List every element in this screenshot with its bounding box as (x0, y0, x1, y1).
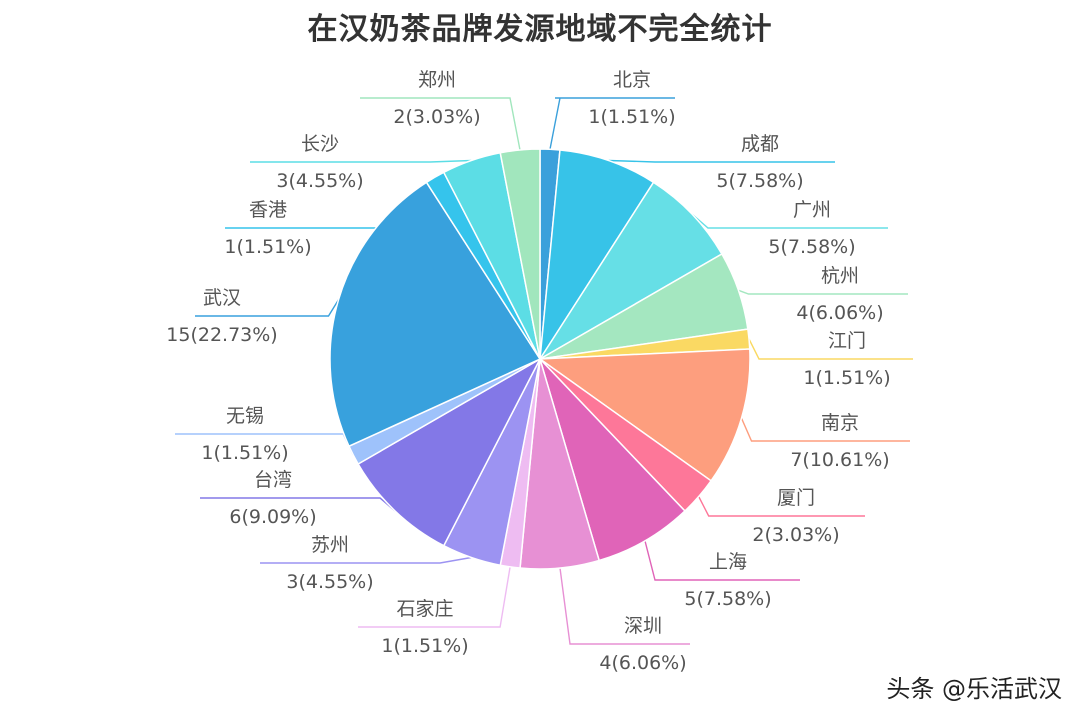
slice-value-label-6: 2(3.03%) (752, 524, 839, 546)
slice-name-label-15: 长沙 (301, 133, 339, 155)
slice-name-label-8: 深圳 (624, 615, 662, 637)
leader-line-10 (260, 556, 472, 564)
slice-name-label-2: 广州 (793, 199, 831, 221)
leader-line-5 (740, 417, 910, 442)
slice-value-label-0: 1(1.51%) (588, 106, 675, 128)
pie-slice-11 (357, 357, 542, 547)
leader-line-7 (644, 540, 800, 581)
slice-name-label-16: 郑州 (418, 69, 456, 91)
slice-name-label-9: 石家庄 (396, 598, 453, 620)
pie-slice-7 (539, 358, 686, 562)
leader-line-9 (358, 566, 511, 628)
slice-value-label-13: 15(22.73%) (166, 324, 277, 346)
slice-value-label-12: 1(1.51%) (201, 442, 288, 464)
pie-slice-1 (539, 149, 655, 360)
slice-value-label-1: 5(7.58%) (716, 170, 803, 192)
slice-value-label-11: 6(9.09%) (229, 506, 316, 528)
slice-name-label-10: 苏州 (311, 534, 349, 556)
pie-slice-16 (499, 148, 541, 360)
slice-value-label-5: 7(10.61%) (790, 449, 889, 471)
leader-line-3 (738, 289, 908, 295)
slice-name-label-7: 上海 (709, 551, 747, 573)
slice-value-label-9: 1(1.51%) (381, 635, 468, 657)
leader-line-4 (748, 338, 913, 360)
pie-slice-5 (537, 348, 751, 482)
slice-value-label-15: 3(4.55%) (276, 170, 363, 192)
slice-value-label-2: 5(7.58%) (768, 236, 855, 258)
slice-value-label-4: 1(1.51%) (803, 367, 890, 389)
slice-name-label-5: 南京 (821, 412, 859, 434)
slice-name-label-3: 杭州 (821, 265, 859, 287)
leader-line-13 (195, 299, 340, 317)
chart-title: 在汉奶茶品牌发源地域不完全统计 (307, 12, 773, 47)
slice-value-label-16: 2(3.03%) (393, 106, 480, 128)
slice-name-label-14: 香港 (249, 199, 287, 221)
slice-name-label-13: 武汉 (203, 287, 241, 309)
slice-name-label-12: 无锡 (226, 405, 264, 427)
leader-line-2 (691, 213, 888, 229)
leader-line-16 (360, 97, 521, 151)
slice-name-label-4: 江门 (828, 330, 866, 352)
leader-line-15 (250, 159, 472, 163)
slice-value-label-3: 4(6.06%) (796, 302, 883, 324)
slice-name-label-11: 台湾 (254, 469, 292, 491)
leader-line-6 (698, 496, 865, 517)
watermark-text: 头条 @乐活武汉 (886, 675, 1062, 703)
leader-line-8 (559, 567, 690, 645)
leader-line-0 (549, 97, 675, 150)
pie-slice-13 (329, 181, 542, 448)
leader-line-1 (608, 159, 835, 163)
slice-value-label-8: 4(6.06%) (599, 652, 686, 674)
slice-value-label-7: 5(7.58%) (684, 588, 771, 610)
slice-name-label-6: 厦门 (777, 487, 815, 509)
slice-value-label-10: 3(4.55%) (286, 571, 373, 593)
pie-slice-2 (539, 181, 723, 360)
slice-name-label-1: 成都 (741, 133, 779, 155)
slice-name-label-0: 北京 (613, 69, 651, 91)
slice-value-label-14: 1(1.51%) (224, 236, 311, 258)
